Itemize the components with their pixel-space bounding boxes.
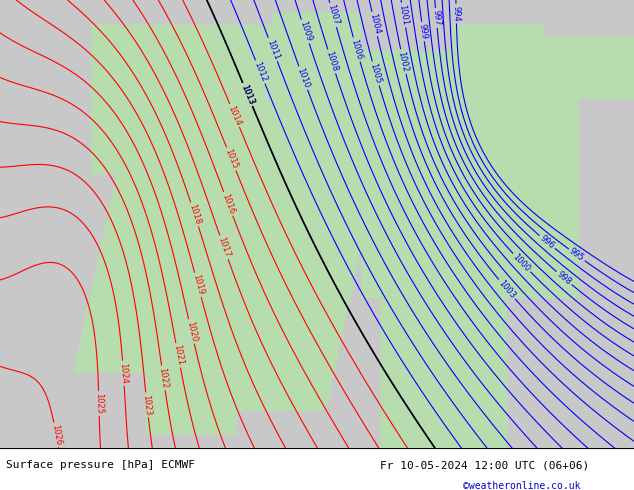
Text: 994: 994 — [451, 5, 461, 22]
Text: 996: 996 — [538, 233, 556, 250]
Text: 1026: 1026 — [50, 424, 63, 446]
Text: 1006: 1006 — [349, 38, 364, 61]
Text: 1023: 1023 — [141, 394, 153, 416]
Text: 1025: 1025 — [94, 393, 104, 414]
Text: 998: 998 — [555, 270, 573, 287]
Text: 1008: 1008 — [324, 50, 339, 73]
Text: 1001: 1001 — [398, 4, 410, 26]
Text: 1010: 1010 — [295, 67, 311, 89]
Text: ©weatheronline.co.uk: ©weatheronline.co.uk — [463, 481, 580, 490]
Text: 1011: 1011 — [265, 38, 281, 61]
Text: Fr 10-05-2024 12:00 UTC (06+06): Fr 10-05-2024 12:00 UTC (06+06) — [380, 460, 590, 470]
Text: 999: 999 — [417, 23, 429, 40]
Text: 1002: 1002 — [397, 50, 410, 73]
Text: 1024: 1024 — [118, 363, 129, 384]
Text: 1017: 1017 — [216, 236, 231, 259]
Text: 1000: 1000 — [511, 252, 532, 273]
Text: 1007: 1007 — [326, 3, 340, 26]
Text: 1003: 1003 — [496, 278, 517, 300]
Text: 995: 995 — [567, 246, 586, 263]
Text: 1022: 1022 — [157, 367, 169, 389]
Text: 1014: 1014 — [226, 104, 243, 127]
Text: Surface pressure [hPa] ECMWF: Surface pressure [hPa] ECMWF — [6, 460, 195, 470]
Text: 1016: 1016 — [220, 193, 236, 216]
Text: 1012: 1012 — [252, 61, 268, 83]
Text: 1021: 1021 — [172, 344, 184, 367]
Text: 1005: 1005 — [368, 62, 383, 85]
Text: 1013: 1013 — [240, 83, 256, 106]
Text: 1009: 1009 — [298, 20, 313, 43]
Text: 1020: 1020 — [184, 320, 198, 343]
Text: 997: 997 — [431, 10, 441, 26]
Text: 1018: 1018 — [187, 203, 202, 226]
Text: 1015: 1015 — [223, 147, 239, 171]
Text: 1004: 1004 — [368, 13, 381, 35]
Text: 1019: 1019 — [191, 273, 205, 296]
Text: 1013: 1013 — [240, 83, 256, 106]
